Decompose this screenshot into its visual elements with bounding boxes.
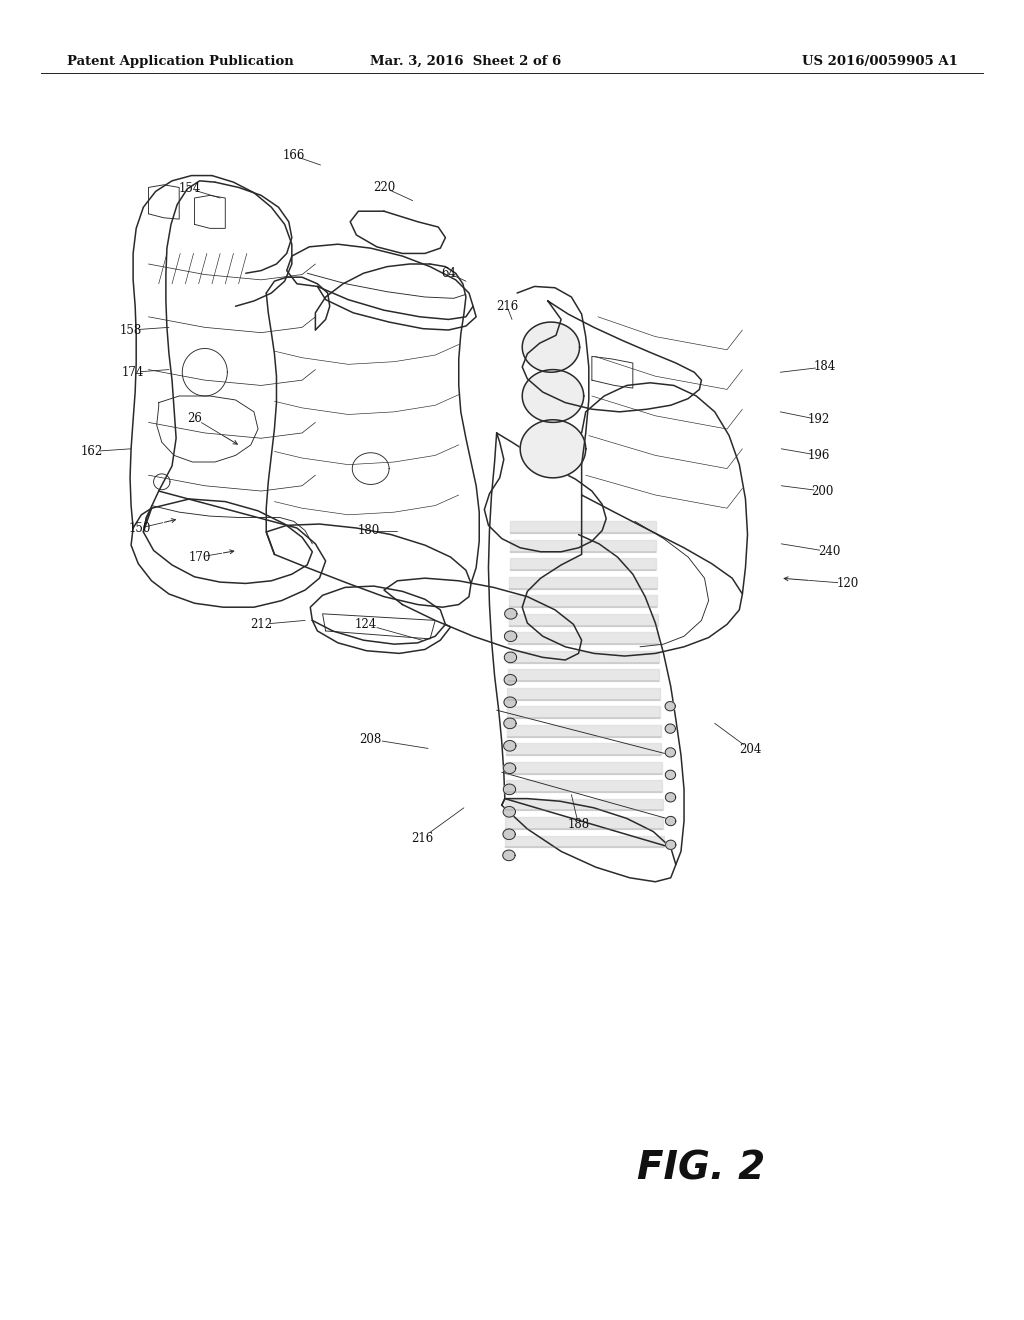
Polygon shape [666, 725, 676, 733]
Polygon shape [509, 614, 657, 626]
Polygon shape [504, 675, 516, 685]
Polygon shape [503, 829, 515, 840]
Polygon shape [510, 540, 656, 552]
Polygon shape [503, 850, 515, 861]
Text: 162: 162 [81, 445, 103, 458]
Text: 220: 220 [373, 181, 395, 194]
Text: 166: 166 [283, 149, 305, 162]
Polygon shape [510, 521, 655, 533]
Polygon shape [505, 817, 664, 829]
Text: 180: 180 [357, 524, 380, 537]
Polygon shape [504, 697, 516, 708]
Polygon shape [507, 725, 660, 737]
Polygon shape [504, 763, 516, 774]
Polygon shape [507, 688, 659, 700]
Text: 196: 196 [808, 449, 830, 462]
Polygon shape [666, 771, 676, 779]
Polygon shape [509, 595, 657, 607]
Polygon shape [506, 780, 663, 792]
Text: 240: 240 [818, 545, 841, 558]
Polygon shape [666, 817, 676, 825]
Polygon shape [505, 652, 516, 663]
Text: 200: 200 [811, 484, 834, 498]
Text: 216: 216 [411, 832, 433, 845]
Polygon shape [507, 743, 662, 755]
Text: 120: 120 [837, 577, 859, 590]
Polygon shape [505, 836, 664, 847]
Polygon shape [665, 702, 675, 710]
Text: 26: 26 [187, 412, 202, 425]
Polygon shape [504, 741, 516, 751]
Polygon shape [508, 632, 658, 644]
Text: 174: 174 [122, 366, 144, 379]
Polygon shape [509, 577, 657, 589]
Text: 212: 212 [250, 618, 272, 631]
Text: Patent Application Publication: Patent Application Publication [67, 55, 293, 67]
Polygon shape [504, 718, 516, 729]
Polygon shape [504, 784, 515, 795]
Text: 124: 124 [354, 618, 377, 631]
Polygon shape [522, 322, 580, 372]
Polygon shape [520, 420, 586, 478]
Text: 158: 158 [120, 323, 142, 337]
Text: 204: 204 [739, 743, 762, 756]
Text: 216: 216 [496, 300, 518, 313]
Polygon shape [505, 609, 517, 619]
Text: 170: 170 [188, 550, 211, 564]
Polygon shape [503, 807, 515, 817]
Text: 64: 64 [441, 267, 456, 280]
Polygon shape [508, 669, 659, 681]
Text: 150: 150 [129, 521, 152, 535]
Polygon shape [522, 370, 584, 422]
Polygon shape [666, 841, 676, 849]
Text: Mar. 3, 2016  Sheet 2 of 6: Mar. 3, 2016 Sheet 2 of 6 [371, 55, 561, 67]
Polygon shape [508, 651, 658, 663]
Polygon shape [506, 799, 663, 810]
Polygon shape [506, 762, 662, 774]
Text: 208: 208 [359, 733, 382, 746]
Polygon shape [510, 558, 656, 570]
Polygon shape [507, 706, 660, 718]
Text: US 2016/0059905 A1: US 2016/0059905 A1 [802, 55, 957, 67]
Text: 184: 184 [813, 360, 836, 374]
Text: 188: 188 [567, 818, 590, 832]
Text: 192: 192 [808, 413, 830, 426]
Text: 154: 154 [178, 182, 201, 195]
Polygon shape [666, 793, 676, 801]
Polygon shape [505, 631, 517, 642]
Text: FIG. 2: FIG. 2 [637, 1150, 766, 1187]
Polygon shape [666, 748, 676, 756]
